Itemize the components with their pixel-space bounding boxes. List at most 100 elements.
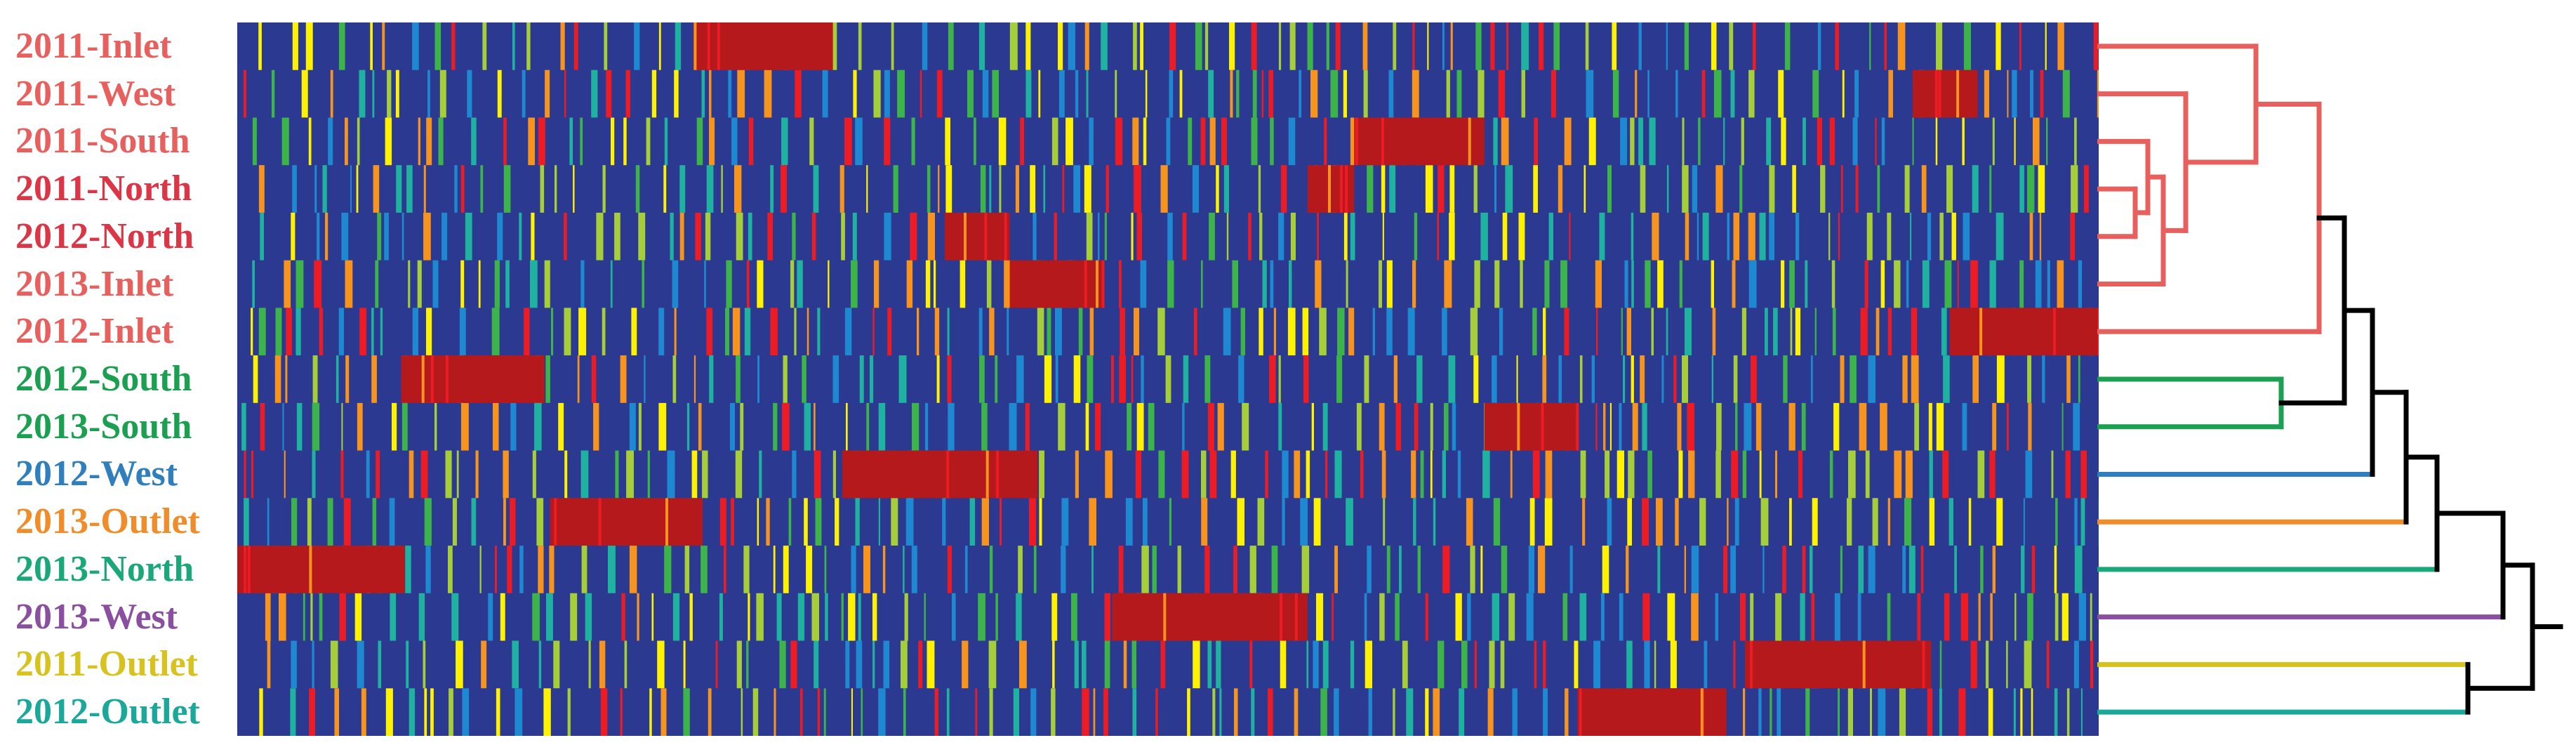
heatmap-cell: [1134, 308, 1139, 356]
heatmap-streak: [1749, 640, 1753, 689]
heatmap-streak: [946, 450, 950, 499]
heatmap-cell: [1782, 546, 1786, 593]
heatmap-cell: [2080, 450, 2087, 499]
heatmap-cell: [995, 355, 998, 403]
heatmap-cell: [1748, 212, 1755, 261]
heatmap-cell: [1039, 450, 1044, 499]
heatmap-cell: [989, 308, 995, 356]
heatmap-cell: [832, 22, 837, 70]
heatmap-cell: [243, 70, 246, 118]
heatmap-cell: [624, 640, 628, 689]
heatmap-cell: [1790, 308, 1793, 356]
heatmap-cell: [1381, 450, 1386, 499]
heatmap-cell: [1687, 402, 1694, 451]
heatmap-cell: [1498, 70, 1506, 118]
heatmap-cell: [1492, 355, 1497, 403]
heatmap-cell: [783, 355, 788, 403]
heatmap-cell: [359, 70, 366, 118]
heatmap-cell: [856, 640, 863, 689]
heatmap-cell: [1875, 117, 1877, 166]
heatmap-cell: [782, 402, 790, 451]
heatmap-cell: [1386, 546, 1390, 593]
heatmap-cell: [1992, 117, 1995, 166]
heatmap-cell: [1320, 688, 1327, 736]
heatmap-cell: [1000, 498, 1002, 546]
heatmap-cell: [1564, 117, 1572, 166]
heatmap-cell: [2028, 402, 2032, 451]
heatmap-cell: [774, 688, 776, 736]
heatmap-cell: [503, 117, 507, 166]
heatmap-cell: [1565, 688, 1569, 736]
heatmap-cell: [853, 70, 857, 118]
heatmap-cell: [620, 355, 627, 403]
heatmap-cell: [934, 260, 936, 308]
heatmap-cell: [260, 402, 265, 451]
heatmap-cell: [1480, 546, 1483, 593]
heatmap-cell: [1835, 22, 1839, 70]
heatmap-cell: [1731, 450, 1739, 499]
heatmap-streak: [1381, 117, 1384, 166]
heatmap-streak: [984, 212, 988, 261]
heatmap-cell: [345, 260, 353, 308]
heatmap-streak: [1280, 593, 1283, 641]
heatmap-cell: [1073, 165, 1080, 213]
heatmap-cell: [2020, 688, 2023, 736]
heatmap-cell: [721, 165, 723, 213]
heatmap-cell: [1936, 402, 1944, 451]
heatmap-cell: [651, 70, 657, 118]
heatmap-cell: [1829, 117, 1835, 166]
heatmap-cell: [764, 70, 772, 118]
heatmap-cell: [797, 260, 803, 308]
heatmap-cell: [1132, 117, 1139, 166]
heatmap-cell: [290, 688, 296, 736]
heatmap-cell: [1322, 402, 1328, 451]
heatmap-cell: [481, 640, 487, 689]
heatmap-cell: [1811, 593, 1815, 641]
heatmap-streak: [1576, 402, 1579, 451]
heatmap-cell: [1252, 70, 1257, 118]
heatmap-cell: [412, 22, 419, 70]
heatmap-cell: [319, 308, 324, 356]
heatmap-cell: [1412, 260, 1416, 308]
heatmap-cell: [593, 402, 599, 451]
heatmap-cell: [804, 498, 808, 546]
heatmap-cell: [1620, 117, 1628, 166]
heatmap-cell: [359, 308, 366, 356]
heatmap-cell: [531, 212, 535, 261]
heatmap-cell: [1155, 688, 1158, 736]
heatmap-cell: [1030, 165, 1036, 213]
heatmap-cell: [441, 212, 448, 261]
heatmap-cell: [1087, 355, 1094, 403]
heatmap-cell: [338, 308, 344, 356]
heatmap-cell: [1688, 450, 1695, 499]
heatmap-cell: [938, 165, 940, 213]
heatmap-cell: [746, 640, 749, 689]
heatmap-cell: [1062, 165, 1065, 213]
heatmap-cell: [519, 212, 522, 261]
heatmap-cell: [1350, 212, 1355, 261]
heatmap-cell: [1894, 260, 1901, 308]
heatmap-cell: [1777, 688, 1781, 736]
heatmap-cell: [2027, 355, 2031, 403]
heatmap-cell: [426, 308, 432, 356]
heatmap-cell: [728, 70, 732, 118]
heatmap-cell: [1221, 117, 1227, 166]
heatmap-cell: [1740, 593, 1746, 641]
heatmap-cell: [835, 498, 839, 546]
row-label-2011-west: 2011-West: [15, 73, 176, 114]
heatmap-streak: [996, 450, 1000, 499]
heatmap-dense-block: [1009, 260, 1103, 308]
heatmap-cell: [1160, 640, 1166, 689]
heatmap-cell: [1232, 260, 1238, 308]
heatmap-row: [241, 402, 2080, 451]
heatmap-cell: [1730, 70, 1735, 118]
heatmap-cell: [2054, 593, 2059, 641]
heatmap-cell: [981, 402, 988, 451]
heatmap-cell: [1412, 70, 1419, 118]
heatmap-cell: [1270, 117, 1274, 166]
heatmap-cell: [1219, 688, 1222, 736]
heatmap-cell: [615, 450, 619, 499]
heatmap-streak: [985, 450, 989, 499]
heatmap-cell: [395, 70, 399, 118]
heatmap-cell: [1452, 402, 1456, 451]
